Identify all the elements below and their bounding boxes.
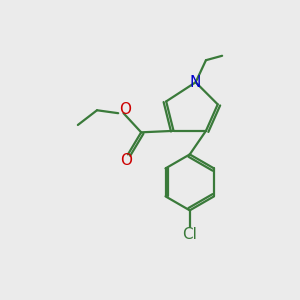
Text: O: O: [120, 153, 132, 168]
Text: O: O: [119, 102, 131, 117]
Text: Cl: Cl: [182, 227, 197, 242]
Text: N: N: [190, 75, 201, 90]
